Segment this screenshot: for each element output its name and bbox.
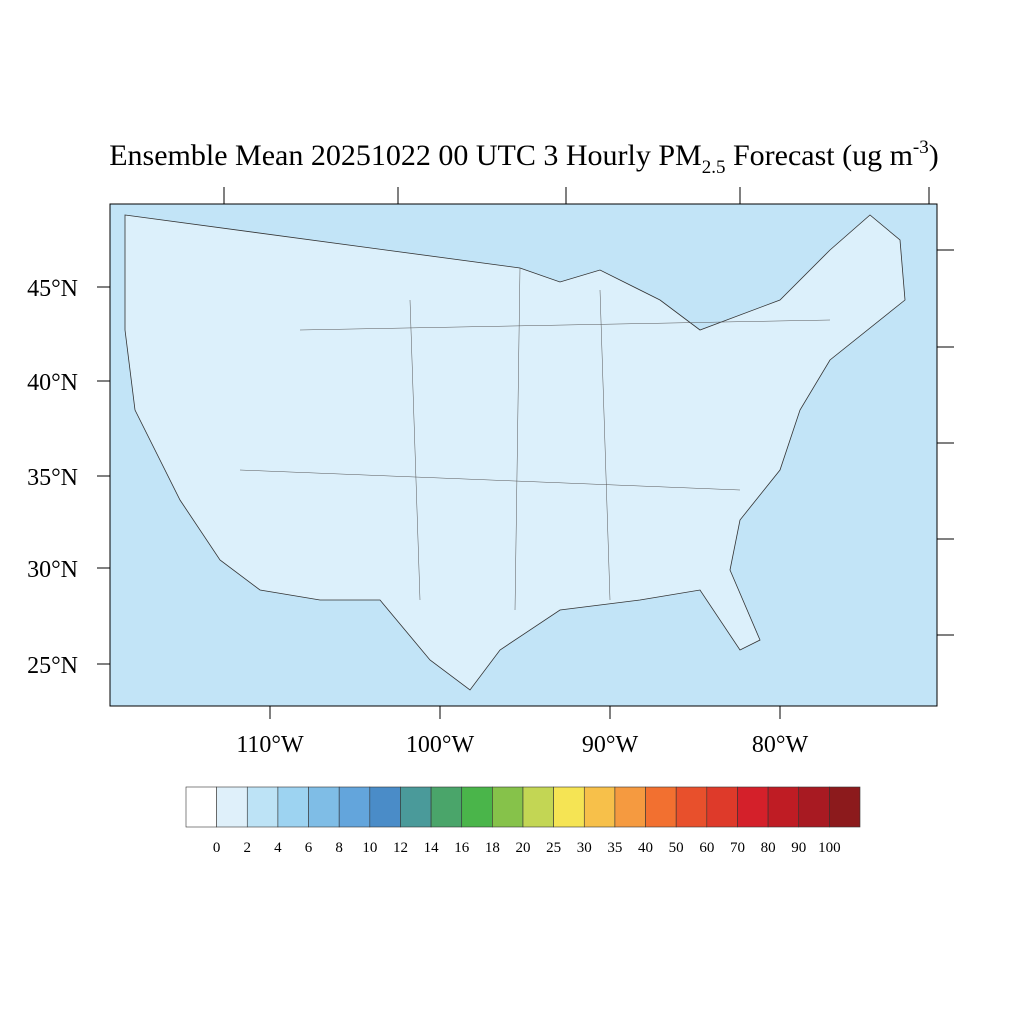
lon-label: 80°W xyxy=(752,732,809,758)
colorbar-box xyxy=(798,786,830,828)
colorbar-box xyxy=(400,786,432,828)
colorbar-box xyxy=(645,786,677,828)
lon-label: 90°W xyxy=(582,732,639,758)
colorbar-box xyxy=(430,786,463,828)
title-superscript: -3 xyxy=(913,137,929,158)
colorbar-box xyxy=(522,786,554,828)
title-close: ) xyxy=(929,139,939,172)
colorbar-label: 2 xyxy=(244,840,252,856)
colorbar-box xyxy=(338,786,371,828)
land xyxy=(124,214,906,691)
colorbar-box xyxy=(216,786,248,828)
colorbar-label: 40 xyxy=(638,840,653,856)
map-frame xyxy=(109,203,938,707)
colorbar-box xyxy=(829,786,861,828)
map-area xyxy=(109,203,938,707)
colorbar-box xyxy=(675,786,708,828)
colorbar-label: 16 xyxy=(454,840,470,856)
colorbar-label: 20 xyxy=(516,840,531,856)
axes: 45°N 40°N 35°N 30°N 25°N 110°W 100°W 90°W 80°W xyxy=(27,187,954,758)
title-rest: Forecast (ug m xyxy=(725,139,912,172)
title-main: Ensemble Mean 20251022 00 UTC 3 Hourly P… xyxy=(109,139,701,172)
colorbar-label: 12 xyxy=(393,840,408,856)
colorbar-label: 70 xyxy=(730,840,745,856)
colorbar-box xyxy=(308,786,340,828)
title-subscript: 2.5 xyxy=(702,157,726,178)
colorbar-label: 4 xyxy=(274,840,282,856)
colorbar-label: 50 xyxy=(669,840,684,856)
colorbar-label: 10 xyxy=(362,840,377,856)
colorbar-label: 30 xyxy=(577,840,592,856)
colorbar-box xyxy=(583,786,616,828)
lat-label: 25°N xyxy=(27,653,78,679)
colorbar-box xyxy=(737,786,769,828)
colorbar-box xyxy=(461,786,493,828)
colorbar-label: 14 xyxy=(424,840,440,856)
colorbar-label: 80 xyxy=(761,840,776,856)
colorbar-label: 8 xyxy=(335,840,343,856)
colorbar-box xyxy=(553,786,585,828)
lat-label: 45°N xyxy=(27,276,78,302)
lat-label: 40°N xyxy=(27,370,78,396)
colorbar-box xyxy=(492,786,524,828)
colorbar: 0 2 4 6 8 10 12 14 16 18 20 25 30 35 40 50 60 70 80 90 100 xyxy=(185,786,861,856)
colorbar-label: 100 xyxy=(818,840,841,856)
lon-label: 110°W xyxy=(236,732,304,758)
colorbar-box xyxy=(185,786,217,828)
colorbar-label: 0 xyxy=(213,840,221,856)
lat-label: 30°N xyxy=(27,557,78,583)
colorbar-label: 25 xyxy=(546,840,561,856)
colorbar-label: 60 xyxy=(699,840,714,856)
lat-label: 35°N xyxy=(27,465,78,491)
colorbar-box xyxy=(246,786,279,828)
colorbar-label: 35 xyxy=(607,840,622,856)
colorbar-box xyxy=(277,786,309,828)
colorbar-label: 18 xyxy=(485,840,500,856)
colorbar-label: 6 xyxy=(305,840,313,856)
colorbar-label: 90 xyxy=(791,840,806,856)
colorbar-box xyxy=(706,786,738,828)
state-borders xyxy=(239,267,831,611)
title: Ensemble Mean 20251022 00 UTC 3 Hourly P… xyxy=(109,137,939,178)
colorbar-box xyxy=(767,786,800,828)
lon-label: 100°W xyxy=(406,732,475,758)
colorbar-box xyxy=(369,786,401,828)
colorbar-box xyxy=(614,786,646,828)
